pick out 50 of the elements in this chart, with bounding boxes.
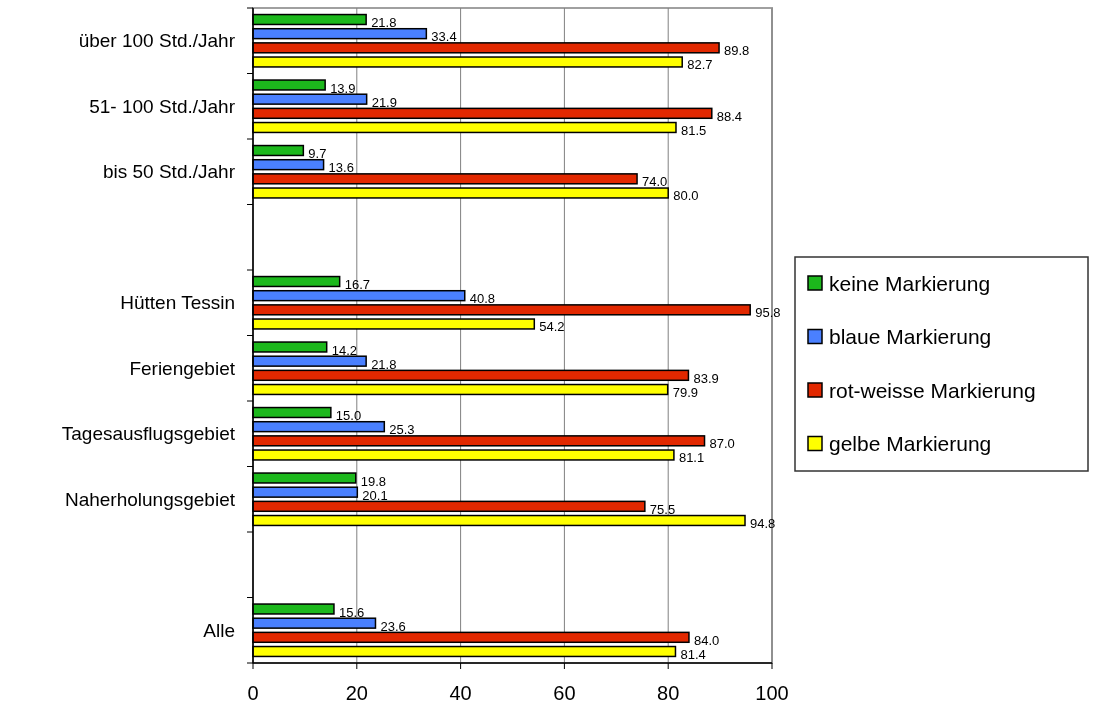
data-label: 21.8: [371, 356, 397, 372]
legend-label: keine Markierung: [829, 271, 991, 295]
y-tick-label: Naherholungsgebiet: [64, 488, 236, 510]
y-tick-label: Feriengebiet: [129, 357, 236, 379]
data-label: 81.4: [680, 646, 706, 662]
x-tick-label: 20: [345, 682, 368, 704]
legend-label: gelbe Markierung: [829, 432, 992, 455]
data-label: 54.2: [539, 319, 565, 335]
data-label: 75.5: [649, 501, 676, 517]
data-label: 89.8: [724, 43, 750, 59]
data-label: 80.0: [673, 188, 699, 204]
data-label: 79.9: [672, 384, 698, 400]
data-label: 25.3: [389, 422, 415, 438]
data-label: 13.9: [330, 80, 356, 96]
data-label: 33.4: [431, 29, 457, 45]
x-tick-label: 40: [449, 682, 472, 704]
data-label: 87.0: [709, 436, 735, 452]
data-label: 16.7: [344, 277, 370, 293]
data-label: 81.1: [678, 450, 705, 466]
data-label: 40.8: [469, 291, 496, 307]
data-label: 88.4: [716, 108, 743, 124]
y-tick-label: Alle: [203, 619, 235, 641]
data-label: 83.9: [693, 370, 719, 386]
y-tick-label: über 100 Std./Jahr: [78, 30, 236, 52]
y-tick-label: bis 50 Std./Jahr: [102, 161, 236, 183]
data-label: 82.7: [687, 57, 713, 73]
data-label: 19.8: [360, 473, 387, 489]
data-label: 9.7: [308, 146, 327, 162]
legend-label: rot-weisse Markierung: [829, 378, 1036, 402]
data-label: 14.2: [331, 342, 358, 358]
x-tick-label: 100: [755, 682, 789, 704]
data-label: 21.8: [371, 15, 397, 31]
x-tick-label: 60: [553, 682, 576, 704]
data-label: 15.6: [338, 604, 365, 620]
y-tick-label: Hütten Tessin: [120, 292, 235, 314]
data-label: 74.0: [642, 174, 668, 190]
data-label: 20.1: [362, 487, 388, 503]
x-tick-label: 0: [247, 682, 259, 704]
data-label: 23.6: [380, 618, 406, 634]
data-label: 94.8: [750, 515, 776, 531]
y-tick-label: Tagesausflugsgebiet: [61, 423, 236, 445]
y-tick-label: 51- 100 Std./Jahr: [89, 95, 236, 117]
data-label: 95.8: [755, 305, 781, 321]
legend-label: blaue Markierung: [829, 325, 992, 348]
data-label: 81.5: [680, 122, 707, 138]
data-label: 13.6: [328, 160, 354, 176]
data-label: 21.9: [371, 94, 397, 110]
data-label: 84.0: [693, 632, 720, 648]
data-label: 15.0: [335, 408, 362, 424]
x-tick-label: 80: [657, 682, 680, 704]
